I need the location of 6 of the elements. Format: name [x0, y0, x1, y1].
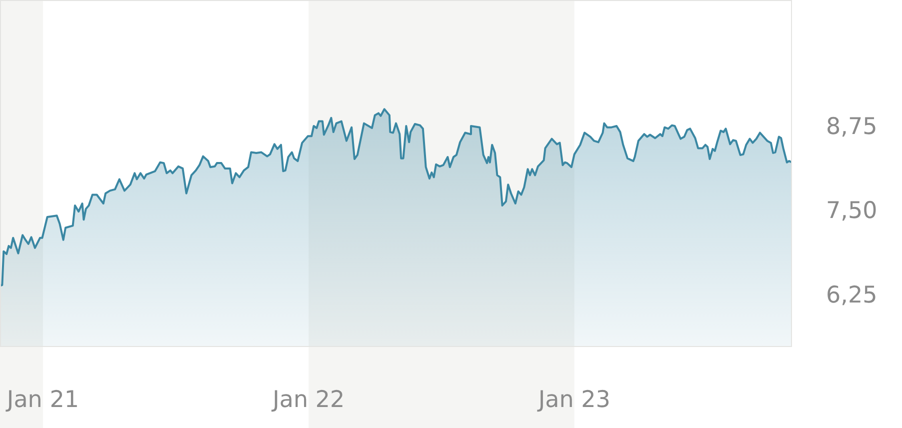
- x-tick-label: Jan 21: [4, 386, 79, 413]
- y-tick-label: 8,75: [826, 114, 878, 140]
- x-tick-label: Jan 23: [536, 386, 610, 413]
- y-tick-label: 7,50: [826, 198, 878, 224]
- x-tick-label: Jan 22: [270, 386, 345, 413]
- y-tick-label: 6,25: [826, 282, 878, 308]
